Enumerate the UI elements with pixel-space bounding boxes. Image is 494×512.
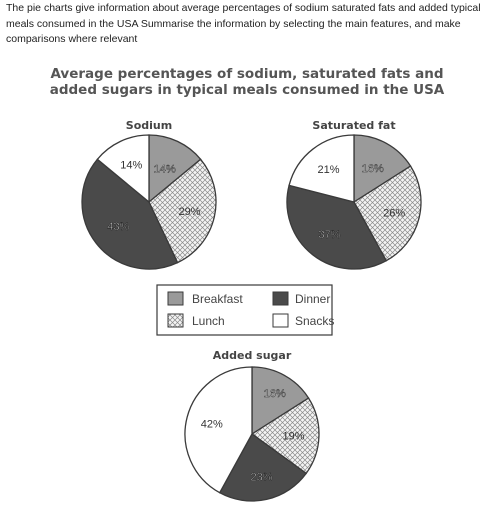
legend: Breakfast Dinner Lunch Snacks bbox=[156, 284, 334, 336]
pie-slice-saturated-fat-dinner bbox=[286, 184, 388, 270]
pie-label-saturated-fat-dinner: 37% bbox=[318, 229, 340, 241]
legend-box bbox=[156, 284, 333, 336]
pie-slice-saturated-fat-breakfast bbox=[353, 134, 412, 204]
pie-label-added-sugar-snacks: 42% bbox=[201, 419, 223, 431]
pie-slice-added-sugar-lunch bbox=[250, 397, 320, 475]
legend-swatch-lunch bbox=[167, 313, 184, 328]
legend-swatch-snacks bbox=[272, 313, 289, 328]
legend-label-breakfast: Breakfast bbox=[192, 292, 243, 306]
pie-label-sodium-lunch: 29% bbox=[178, 206, 200, 218]
pie-title-saturated-fat: Saturated fat bbox=[312, 119, 395, 132]
prompt-line-2: meals consumed in the USA Summarise the … bbox=[6, 17, 461, 30]
pie-title-sodium: Sodium bbox=[126, 119, 172, 132]
figure-title-line-2: added sugars in typical meals consumed i… bbox=[49, 82, 445, 98]
pie-slice-saturated-fat-snacks bbox=[288, 134, 355, 203]
prompt-line-1: The pie charts give information about av… bbox=[6, 2, 481, 14]
legend-label-snacks: Snacks bbox=[295, 314, 334, 328]
legend-label-dinner: Dinner bbox=[295, 292, 330, 306]
pie-label-sodium-breakfast: 14% bbox=[154, 164, 176, 176]
pie-slice-sodium-breakfast bbox=[148, 134, 202, 204]
pie-label-added-sugar-breakfast: 16% bbox=[264, 388, 286, 400]
pies-group: Sodium 14% 29% 43% 14% Saturated fat 16% 26% 37%… bbox=[81, 119, 422, 502]
legend-swatch-dinner bbox=[272, 291, 289, 306]
pie-label-sodium-dinner: 43% bbox=[107, 221, 129, 233]
pie-label-saturated-fat-snacks: 21% bbox=[317, 164, 339, 176]
pie-slice-added-sugar-breakfast bbox=[251, 366, 310, 436]
figure-title-line-1: Average percentages of sodium, saturated… bbox=[50, 66, 444, 82]
pie-slice-saturated-fat-lunch bbox=[353, 165, 422, 262]
pie-label-saturated-fat-lunch: 26% bbox=[383, 207, 405, 219]
pie-label-sodium-snacks: 14% bbox=[120, 159, 142, 171]
pie-label-saturated-fat-breakfast: 16% bbox=[362, 163, 384, 175]
pie-label-added-sugar-lunch: 19% bbox=[282, 430, 304, 442]
pie-slice-added-sugar-snacks bbox=[184, 366, 253, 494]
pie-slice-sodium-dinner bbox=[81, 158, 179, 270]
task-prompt: The pie charts give information about av… bbox=[6, 1, 490, 48]
pie-slice-sodium-snacks bbox=[96, 134, 150, 204]
pie-slice-added-sugar-dinner bbox=[218, 433, 308, 502]
pie-title-added-sugar: Added sugar bbox=[213, 349, 292, 362]
legend-swatch-breakfast bbox=[167, 291, 184, 306]
prompt-line-3: comparisons where relevant bbox=[6, 33, 138, 45]
legend-label-lunch: Lunch bbox=[192, 314, 225, 328]
pie-label-added-sugar-dinner: 23% bbox=[250, 472, 272, 484]
